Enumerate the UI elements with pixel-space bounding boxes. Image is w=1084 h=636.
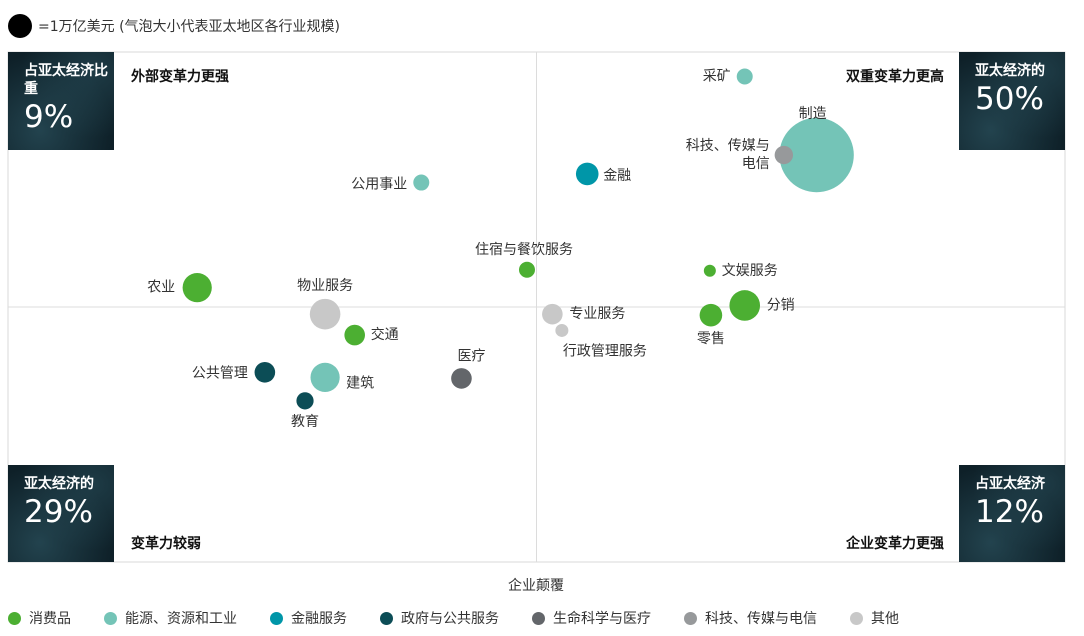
bubble-label-line: 电信: [742, 156, 770, 172]
bubble-point: [736, 68, 753, 85]
quadrant-box-bottom-left: 亚太经济的 29%: [8, 465, 114, 562]
bubble-label: 采矿: [703, 69, 731, 85]
bubble-label: 分销: [767, 298, 795, 314]
legend-swatch: [532, 611, 545, 625]
bubble-label: 文娱服务: [722, 263, 778, 279]
bubble-label: 公用事业: [351, 177, 407, 193]
quadrant-title-bottom-left: 变革力较弱: [131, 536, 201, 552]
legend-label: 金融服务: [291, 611, 347, 627]
bubble-point: [310, 362, 340, 392]
size-key: =1万亿美元 (气泡大小代表亚太地区各行业规模): [8, 12, 340, 40]
bubble-label: 行政管理服务: [563, 344, 647, 360]
legend-swatch: [270, 611, 283, 625]
quadrant-title-top-right: 双重变革力更高: [846, 69, 944, 85]
bubble-label: 制造: [799, 106, 827, 122]
bubble-label: 金融: [603, 168, 631, 184]
bubble-label: 科技、传媒与电信: [686, 138, 770, 172]
bubble-label-line: 科技、传媒与: [686, 138, 770, 154]
bubble-label: 农业: [147, 280, 175, 296]
quadrant-box-value: 29%: [24, 494, 93, 530]
quadrant-box-value: 50%: [975, 81, 1044, 117]
bubble-label: 建筑: [346, 375, 374, 391]
quadrant-box-label: 占亚太经济: [975, 476, 1045, 492]
bubble-label: 教育: [291, 414, 319, 430]
bubble-point: [703, 264, 716, 277]
bubble-point: [309, 298, 341, 330]
legend-swatch: [850, 611, 863, 625]
legend-item: 生命科学与医疗: [532, 608, 651, 628]
bubble-label: 公共管理: [192, 365, 248, 381]
legend-swatch: [8, 611, 21, 625]
bubble-label: 零售: [697, 331, 725, 347]
legend-item: 政府与公共服务: [380, 608, 499, 628]
quadrant-box-top-right: 亚太经济的 50%: [959, 52, 1065, 150]
legend: 消费品 能源、资源和工业 金融服务 政府与公共服务 生命科学与医疗 科技、传媒与…: [8, 608, 932, 628]
legend-item: 科技、传媒与电信: [684, 608, 817, 628]
quadrant-box-bottom-right: 占亚太经济 12%: [959, 465, 1065, 562]
bubble-point: [254, 361, 276, 383]
size-key-bubble: [8, 14, 32, 38]
quadrant-box-value: 12%: [975, 494, 1044, 530]
legend-swatch: [104, 611, 117, 625]
bubble-point: [575, 162, 599, 186]
bubble-point: [451, 368, 472, 389]
legend-item: 能源、资源和工业: [104, 608, 237, 628]
legend-swatch: [380, 611, 393, 625]
size-key-label: =1万亿美元 (气泡大小代表亚太地区各行业规模): [38, 19, 341, 35]
quadrant-box-label: 亚太经济的: [24, 476, 94, 492]
legend-item: 消费品: [8, 608, 71, 628]
bubble-point: [774, 145, 794, 165]
legend-item: 金融服务: [270, 608, 347, 628]
legend-swatch: [684, 611, 697, 625]
quadrant-box-value: 9%: [24, 99, 74, 135]
bubble-point: [296, 392, 314, 410]
legend-label: 能源、资源和工业: [125, 611, 237, 627]
legend-label: 科技、传媒与电信: [705, 611, 817, 627]
legend-label: 政府与公共服务: [401, 611, 499, 627]
quadrant-box-label: 亚太经济的: [975, 63, 1045, 79]
x-axis-label: 企业颠覆: [508, 578, 564, 594]
legend-label: 其他: [871, 611, 899, 627]
legend-item: 其他: [850, 608, 899, 628]
bubble-point: [413, 174, 430, 191]
bubble-label: 医疗: [458, 348, 486, 364]
bubble-point: [699, 303, 723, 327]
bubble-point: [555, 323, 569, 337]
quadrant-box-label: 占亚太经济比重: [24, 63, 108, 97]
bubble-label: 住宿与餐饮服务: [475, 241, 573, 258]
legend-label: 生命科学与医疗: [553, 611, 651, 627]
bubble-point: [344, 324, 365, 346]
bubble-point: [729, 290, 761, 321]
bubble-point: [542, 303, 563, 325]
quadrant-title-top-left: 外部变革力更强: [131, 69, 229, 85]
quadrant-title-bottom-right: 企业变革力更强: [846, 536, 944, 552]
bubble-label: 专业服务: [569, 306, 625, 322]
quadrant-box-top-left: 占亚太经济比重 9%: [8, 52, 114, 150]
bubble-point: [182, 273, 212, 303]
bubble-point: [518, 261, 535, 278]
bubble-label: 交通: [371, 326, 399, 343]
bubble-label: 物业服务: [297, 278, 353, 294]
legend-label: 消费品: [29, 611, 71, 627]
bubble-point: [779, 117, 854, 193]
